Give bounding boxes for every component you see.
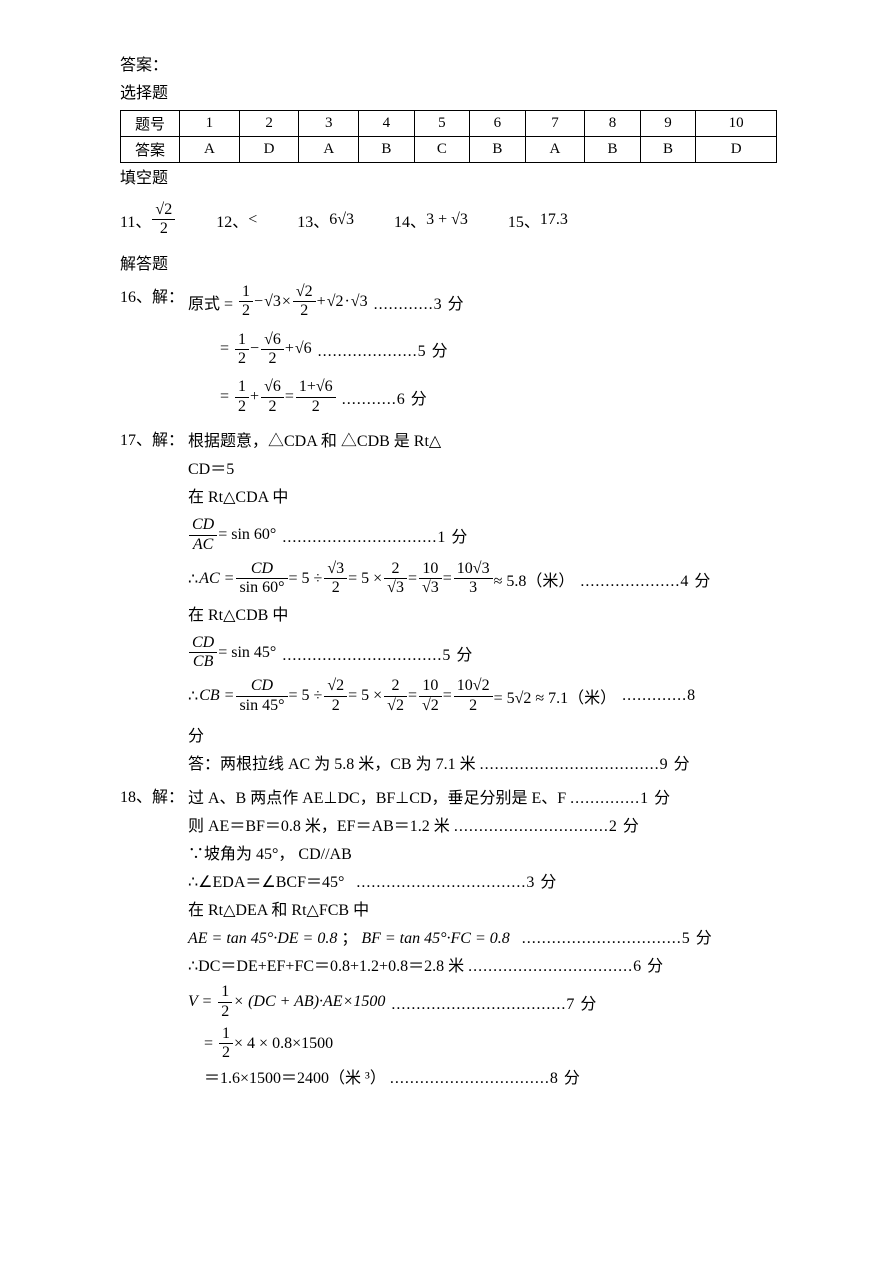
q13-num: 13、: [297, 208, 329, 232]
q13: 13、 6√3: [297, 208, 354, 232]
q11-num: 11、: [120, 208, 151, 232]
q18-l6: AE = tan 45°·DE = 0.8 ； BF = tan 45°·FC …: [188, 927, 777, 951]
mc-num: 7: [525, 111, 585, 137]
fill-heading: 填空题: [120, 167, 777, 191]
mc-ans: B: [359, 137, 415, 163]
mc-num: 9: [640, 111, 696, 137]
q18-l9: = 12 × 4 × 0.8×1500: [188, 1025, 777, 1063]
mc-ans: A: [525, 137, 585, 163]
mc-ans: A: [299, 137, 359, 163]
q16-line1: 原式 = 12 − √3 × √22 + √2 · √3 ...........…: [188, 283, 777, 321]
q17-l8: ∴ CB = CDsin 45° = 5 ÷ √22 = 5 × 2√2 = 1…: [188, 677, 777, 715]
q17-l2: CD＝5: [188, 458, 777, 482]
mc-num: 10: [696, 111, 777, 137]
q16-line2: = 12 − √62 + √6 ....................5 分: [120, 331, 777, 369]
q13-val: 6√3: [329, 211, 354, 229]
mc-ans: C: [414, 137, 470, 163]
table-row: 题号 1 2 3 4 5 6 7 8 9 10: [121, 111, 777, 137]
q17-l8b: 分: [120, 725, 777, 749]
mc-num: 2: [239, 111, 299, 137]
header-label: 题号: [121, 111, 180, 137]
mc-answer-table: 题号 1 2 3 4 5 6 7 8 9 10 答案 A D A B C B A…: [120, 110, 777, 163]
mc-ans: D: [239, 137, 299, 163]
q17-l9: 答：两根拉线 AC 为 5.8 米，CB 为 7.1 米 ...........…: [120, 753, 777, 777]
mc-ans: D: [696, 137, 777, 163]
q17-l5: ∴ AC = CDsin 60° = 5 ÷ √32 = 5 × 2√3 = 1…: [188, 560, 777, 598]
mc-num: 1: [180, 111, 240, 137]
q14-num: 14、: [394, 208, 426, 232]
q16-num: 16、解：: [120, 283, 188, 307]
q17-num: 17、解：: [120, 426, 188, 450]
mc-num: 6: [470, 111, 526, 137]
q18-l5: 在 Rt△DEA 和 Rt△FCB 中: [188, 899, 777, 923]
table-row: 答案 A D A B C B A B B D: [121, 137, 777, 163]
q18-l1: 过 A、B 两点作 AE⊥DC，BF⊥CD，垂足分别是 E、F ........…: [188, 787, 777, 811]
q12-val: <: [248, 211, 257, 229]
q17-l3: 在 Rt△CDA 中: [188, 486, 777, 510]
fill-answers-row: 11、 √22 12、 < 13、 6√3 14、 3 + √3 15、 17.…: [120, 201, 777, 239]
q18-l2: 则 AE＝BF＝0.8 米，EF＝AB＝1.2 米 ..............…: [188, 815, 777, 839]
q12-num: 12、: [216, 208, 248, 232]
q12: 12、 <: [216, 208, 257, 232]
mc-heading: 选择题: [120, 82, 777, 106]
q15: 15、 17.3: [508, 208, 568, 232]
answers-heading: 答案：: [120, 54, 777, 78]
q17-l7: CDCB = sin 45° .........................…: [188, 634, 777, 672]
mc-num: 3: [299, 111, 359, 137]
q17-l6: 在 Rt△CDB 中: [188, 604, 777, 628]
mc-num: 5: [414, 111, 470, 137]
mc-ans: A: [180, 137, 240, 163]
q17: 17、解： 根据题意，△CDA 和 △CDB 是 Rt△ CD＝5 在 Rt△C…: [120, 426, 777, 721]
q18-l10: ＝1.6×1500＝2400（米 ³） ....................…: [188, 1067, 777, 1091]
q16: 16、解： 原式 = 12 − √3 × √22 + √2 · √3 .....…: [120, 283, 777, 321]
q14: 14、 3 + √3: [394, 208, 468, 232]
q18-num: 18、解：: [120, 783, 188, 807]
solve-heading: 解答题: [120, 253, 777, 277]
answer-label: 答案: [121, 137, 180, 163]
mc-num: 8: [585, 111, 641, 137]
q17-l1: 根据题意，△CDA 和 △CDB 是 Rt△: [188, 430, 777, 454]
q15-num: 15、: [508, 208, 540, 232]
q16-line3: = 12 + √62 = 1+√62 ...........6 分: [120, 378, 777, 416]
mc-ans: B: [470, 137, 526, 163]
q18: 18、解： 过 A、B 两点作 AE⊥DC，BF⊥CD，垂足分别是 E、F ..…: [120, 783, 777, 1095]
document-page: 答案： 选择题 题号 1 2 3 4 5 6 7 8 9 10 答案 A D A…: [0, 0, 892, 1262]
q18-l3: ∵坡角为 45°， CD//AB: [188, 843, 777, 867]
q14-val: 3 + √3: [426, 211, 468, 229]
mc-num: 4: [359, 111, 415, 137]
q17-l4: CDAC = sin 60° .........................…: [188, 516, 777, 554]
q11: 11、 √22: [120, 201, 176, 239]
mc-ans: B: [640, 137, 696, 163]
q18-l7: ∴DC＝DE+EF+FC＝0.8+1.2+0.8＝2.8 米 .........…: [188, 955, 777, 979]
q18-l8: V = 12 × (DC + AB)·AE×1500 .............…: [188, 983, 777, 1021]
q15-val: 17.3: [540, 211, 568, 229]
mc-ans: B: [585, 137, 641, 163]
q18-l4: ∴∠EDA＝∠BCF＝45° .........................…: [188, 871, 777, 895]
